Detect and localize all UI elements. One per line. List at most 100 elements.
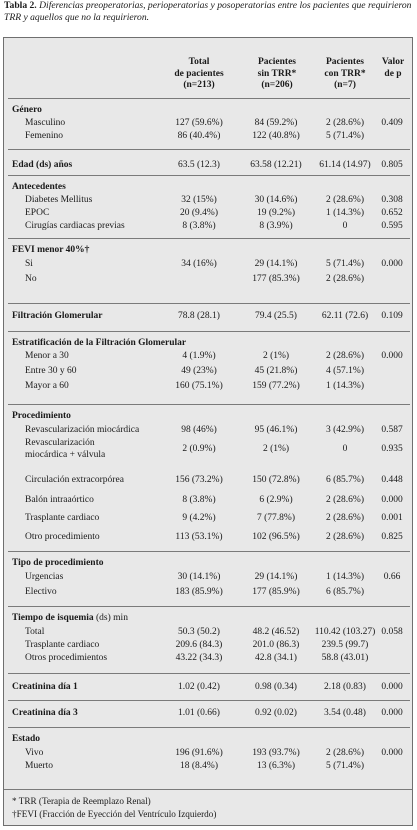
row-label-electivo: Electivo <box>25 587 57 597</box>
header-p-line1: Valor <box>381 57 405 67</box>
cell-epoc-con: 1 (14.3%) <box>326 208 364 218</box>
cell-urgencias-con: 1 (14.3%) <box>326 572 364 582</box>
cell-filtracion-sin: 79.4 (25.5) <box>255 311 297 321</box>
separator <box>8 149 410 150</box>
cell-si-total: 34 (16%) <box>181 259 217 269</box>
cell-mayor60-total: 160 (75.1%) <box>175 381 223 391</box>
cell-isq_total-con: 110.42 (103.27) <box>314 627 376 637</box>
cell-entre30-total: 49 (23%) <box>181 366 217 376</box>
cell-otroproc-sin: 102 (96.5%) <box>252 532 300 542</box>
footnote-trr: * TRR (Terapia de Reemplazo Renal) <box>12 796 151 806</box>
isquemia-unit: (ds) min <box>93 613 128 623</box>
header-total: Total de pacientes (n=213) <box>161 57 237 92</box>
cell-revascvalv-con: 0 <box>342 444 348 454</box>
header-sin-line1: Pacientes <box>258 57 296 67</box>
caption-text: Diferencias preoperatorias, perioperator… <box>4 0 412 23</box>
cell-vivo-sin: 193 (93.7%) <box>252 748 300 758</box>
separator <box>8 404 410 405</box>
cell-edad-con: 61.14 (14.97) <box>319 160 371 170</box>
row-label-urgencias: Urgencias <box>25 572 64 582</box>
cell-femenino-total: 86 (40.4%) <box>177 131 221 141</box>
cell-diabetes-p: 0.308 <box>381 195 403 205</box>
cell-muerto-total: 18 (8.4%) <box>180 761 218 771</box>
row-label-menor30: Menor a 30 <box>25 351 69 361</box>
row-label-isq_otros: Otros procedimientos <box>25 653 108 663</box>
cell-trasplante-con: 2 (28.6%) <box>326 513 364 523</box>
cell-otroproc-con: 2 (28.6%) <box>326 532 364 542</box>
row-label-mayor60: Mayor a 60 <box>25 381 69 391</box>
header-total-line3: (n=213) <box>183 80 215 90</box>
cell-vivo-con: 2 (28.6%) <box>326 748 364 758</box>
section-header-antecedentes: Antecedentes <box>12 182 66 192</box>
row-label-no: No <box>25 274 37 284</box>
header-con-line3: (n=7) <box>334 80 356 90</box>
header-total-line1: Total <box>188 57 210 67</box>
row-label-diabetes: Diabetes Mellitus <box>25 195 93 205</box>
cell-menor30-con: 2 (28.6%) <box>326 351 364 361</box>
cell-electivo-total: 183 (85.9%) <box>175 587 223 597</box>
separator <box>8 331 410 332</box>
cell-creat3-sin: 0.92 (0.02) <box>255 708 297 718</box>
cell-edad-sin: 63.58 (12.21) <box>250 160 302 170</box>
cell-masculino-p: 0.409 <box>381 118 403 128</box>
cell-revascvalv-sin: 2 (1%) <box>262 444 290 454</box>
separator <box>8 551 410 552</box>
row-label-creat3: Creatinina día 3 <box>12 708 78 718</box>
header-con-line1: Pacientes <box>326 57 364 67</box>
cell-no-con: 2 (28.6%) <box>326 274 364 284</box>
cell-edad-p: 0.805 <box>381 160 403 170</box>
cell-mayor60-sin: 159 (77.2%) <box>252 381 300 391</box>
cell-balon-total: 8 (3.8%) <box>182 495 216 505</box>
cell-entre30-sin: 45 (21.8%) <box>254 366 298 376</box>
row-label-revascvalv-line1: Revascularización <box>25 438 95 448</box>
cell-masculino-sin: 84 (59.2%) <box>254 118 298 128</box>
cell-circulacion-sin: 150 (72.8%) <box>252 475 300 485</box>
header-sin-line2: sin TRR* <box>257 68 297 79</box>
cell-balon-sin: 6 (2.9%) <box>259 495 293 505</box>
cell-electivo-sin: 177 (85.9%) <box>252 587 300 597</box>
cell-cirugias-p: 0.595 <box>381 221 403 231</box>
cell-revasc-con: 3 (42.9%) <box>326 425 364 435</box>
row-label-femenino: Femenino <box>25 131 63 141</box>
cell-creat3-con: 3.54 (0.48) <box>324 708 366 718</box>
cell-isq_total-total: 50.3 (50.2) <box>178 627 220 637</box>
row-label-revasc: Revascularización miocárdica <box>25 425 140 435</box>
cell-muerto-sin: 13 (6.3%) <box>257 761 295 771</box>
row-label-isq_total: Total <box>25 627 45 637</box>
cell-trasplante-p: 0.001 <box>381 513 403 523</box>
header-sin-trr: Pacientes sin TRR* (n=206) <box>239 57 315 92</box>
cell-entre30-con: 4 (57.1%) <box>326 366 364 376</box>
section-header-procedimiento: Procedimiento <box>12 411 71 421</box>
cell-vivo-total: 196 (91.6%) <box>175 748 223 758</box>
cell-circulacion-total: 156 (73.2%) <box>175 475 223 485</box>
cell-revasc-total: 98 (46%) <box>181 425 217 435</box>
row-label-entre30: Entre 30 y 60 <box>25 366 77 376</box>
cell-si-con: 5 (71.4%) <box>326 259 364 269</box>
cell-cirugias-con: 0 <box>342 221 348 231</box>
cell-trasplante-sin: 7 (77.8%) <box>257 513 295 523</box>
header-con-line2: con TRR* <box>324 68 366 79</box>
cell-si-sin: 29 (14.1%) <box>254 259 298 269</box>
data-table: Total de pacientes (n=213) Pacientes sin… <box>3 37 413 826</box>
cell-electivo-con: 6 (85.7%) <box>326 587 364 597</box>
cell-isq_otros-sin: 42.8 (34.1) <box>255 653 297 663</box>
table-caption: Tabla 2. Diferencias preoperatorias, per… <box>4 0 414 24</box>
cell-urgencias-p: 0.66 <box>383 572 401 582</box>
cell-edad-total: 63.5 (12.3) <box>178 160 220 170</box>
cell-diabetes-con: 2 (28.6%) <box>326 195 364 205</box>
cell-creat3-p: 0.000 <box>381 708 403 718</box>
separator <box>8 727 410 728</box>
section-header-isquemia: Tiempo de isquemia (ds) min <box>12 613 128 623</box>
cell-creat1-con: 2.18 (0.83) <box>324 682 366 692</box>
cell-diabetes-total: 32 (15%) <box>181 195 217 205</box>
cell-otroproc-total: 113 (53.1%) <box>175 532 223 542</box>
header-total-line2: de pacientes <box>174 68 224 79</box>
header-con-trr: Pacientes con TRR* (n=7) <box>313 57 377 92</box>
row-label-epoc: EPOC <box>25 208 50 218</box>
row-label-revascvalv-line2: miocárdica + válvula <box>25 450 106 460</box>
separator <box>8 98 410 99</box>
section-header-estratificacion: Estratificación de la Filtración Glomeru… <box>12 338 187 348</box>
cell-revasc-p: 0.587 <box>381 425 403 435</box>
cell-revasc-sin: 95 (46.1%) <box>254 425 298 435</box>
cell-cirugias-total: 8 (3.8%) <box>182 221 216 231</box>
